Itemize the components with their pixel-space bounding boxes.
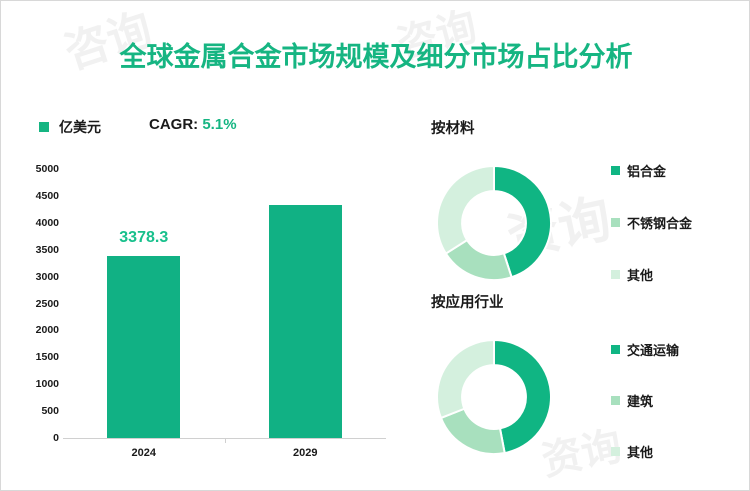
legend-item[interactable]: 不锈钢合金 [611, 213, 692, 232]
donut-slice[interactable]: 铝合金: 45% [493, 164, 552, 279]
y-axis-tick-label: 3500 [35, 243, 59, 256]
bar[interactable] [268, 205, 342, 438]
legend-swatch [611, 345, 620, 354]
y-axis-tick-label: 1000 [35, 378, 59, 391]
series-legend-label: 亿美元 [59, 119, 101, 135]
donut-slice[interactable]: 交通运输: 47% [493, 338, 552, 455]
legend-swatch [611, 166, 620, 175]
x-axis-category-label: 2029 [293, 447, 318, 459]
plot-area [63, 169, 386, 438]
legend-item[interactable]: 建筑 [611, 391, 653, 410]
donut-slice[interactable]: 建筑: 22% [439, 407, 506, 455]
legend-swatch [611, 218, 620, 227]
legend-item[interactable]: 交通运输 [611, 340, 679, 359]
legend-swatch [611, 447, 620, 456]
legend-label: 铝合金 [627, 164, 667, 179]
bar[interactable] [107, 256, 181, 438]
y-axis-tick-label: 4500 [35, 189, 59, 202]
legend-label: 其他 [627, 268, 654, 283]
donut-slice[interactable]: 其他: 34% [436, 164, 495, 255]
y-axis-tick-label: 2500 [35, 297, 59, 310]
bar-chart: 5000 4500 4000 3500 3000 2500 2000 1500 1000 500 0 [1, 1, 411, 490]
unit-swatch [39, 122, 49, 132]
cagr-value: 5.1% [202, 116, 237, 133]
legend-item[interactable]: 其他 [611, 442, 653, 461]
donut-material-heading: 按材料 [431, 121, 475, 137]
y-axis-tick-label: 0 [53, 432, 59, 444]
donut-industry-heading: 按应用行业 [431, 295, 504, 311]
page-title: 全球金属合金市场规模及细分市场占比分析 [119, 42, 633, 72]
legend-item[interactable]: 其他 [611, 265, 653, 284]
legend-item[interactable]: 铝合金 [611, 161, 666, 180]
x-axis-category-label: 2024 [131, 447, 156, 459]
legend-swatch [611, 270, 620, 279]
y-axis: 5000 4500 4000 3500 3000 2500 2000 1500 1000 500 0 [17, 1, 59, 490]
y-axis-tick-label: 5000 [35, 163, 59, 175]
legend-label: 交通运输 [627, 343, 680, 358]
cagr-prefix: CAGR: [149, 116, 199, 133]
y-axis-tick-label: 2000 [35, 324, 59, 337]
legend-label: 不锈钢合金 [627, 216, 693, 231]
bar-value-label: 3378.3 [119, 229, 169, 247]
y-axis-tick-label: 1500 [35, 351, 59, 364]
donut-industry-chart: 交通运输: 47%建筑: 22%其他: 31% [436, 338, 552, 455]
y-axis-tick-label: 4000 [35, 216, 59, 229]
donut-material-chart: 铝合金: 45%不锈钢合金: 21%其他: 34% [436, 164, 552, 281]
legend-label: 建筑 [627, 394, 654, 409]
cagr-annotation: CAGR: 5.1% [149, 116, 237, 133]
y-axis-tick-label: 500 [41, 405, 59, 418]
legend-swatch [611, 396, 620, 405]
y-axis-tick-label: 3000 [35, 270, 59, 283]
legend-label: 其他 [627, 445, 654, 460]
series-legend: 亿美元 [39, 117, 101, 137]
x-axis-tick-mark [224, 438, 226, 443]
donut-slice[interactable]: 其他: 31% [436, 338, 495, 420]
